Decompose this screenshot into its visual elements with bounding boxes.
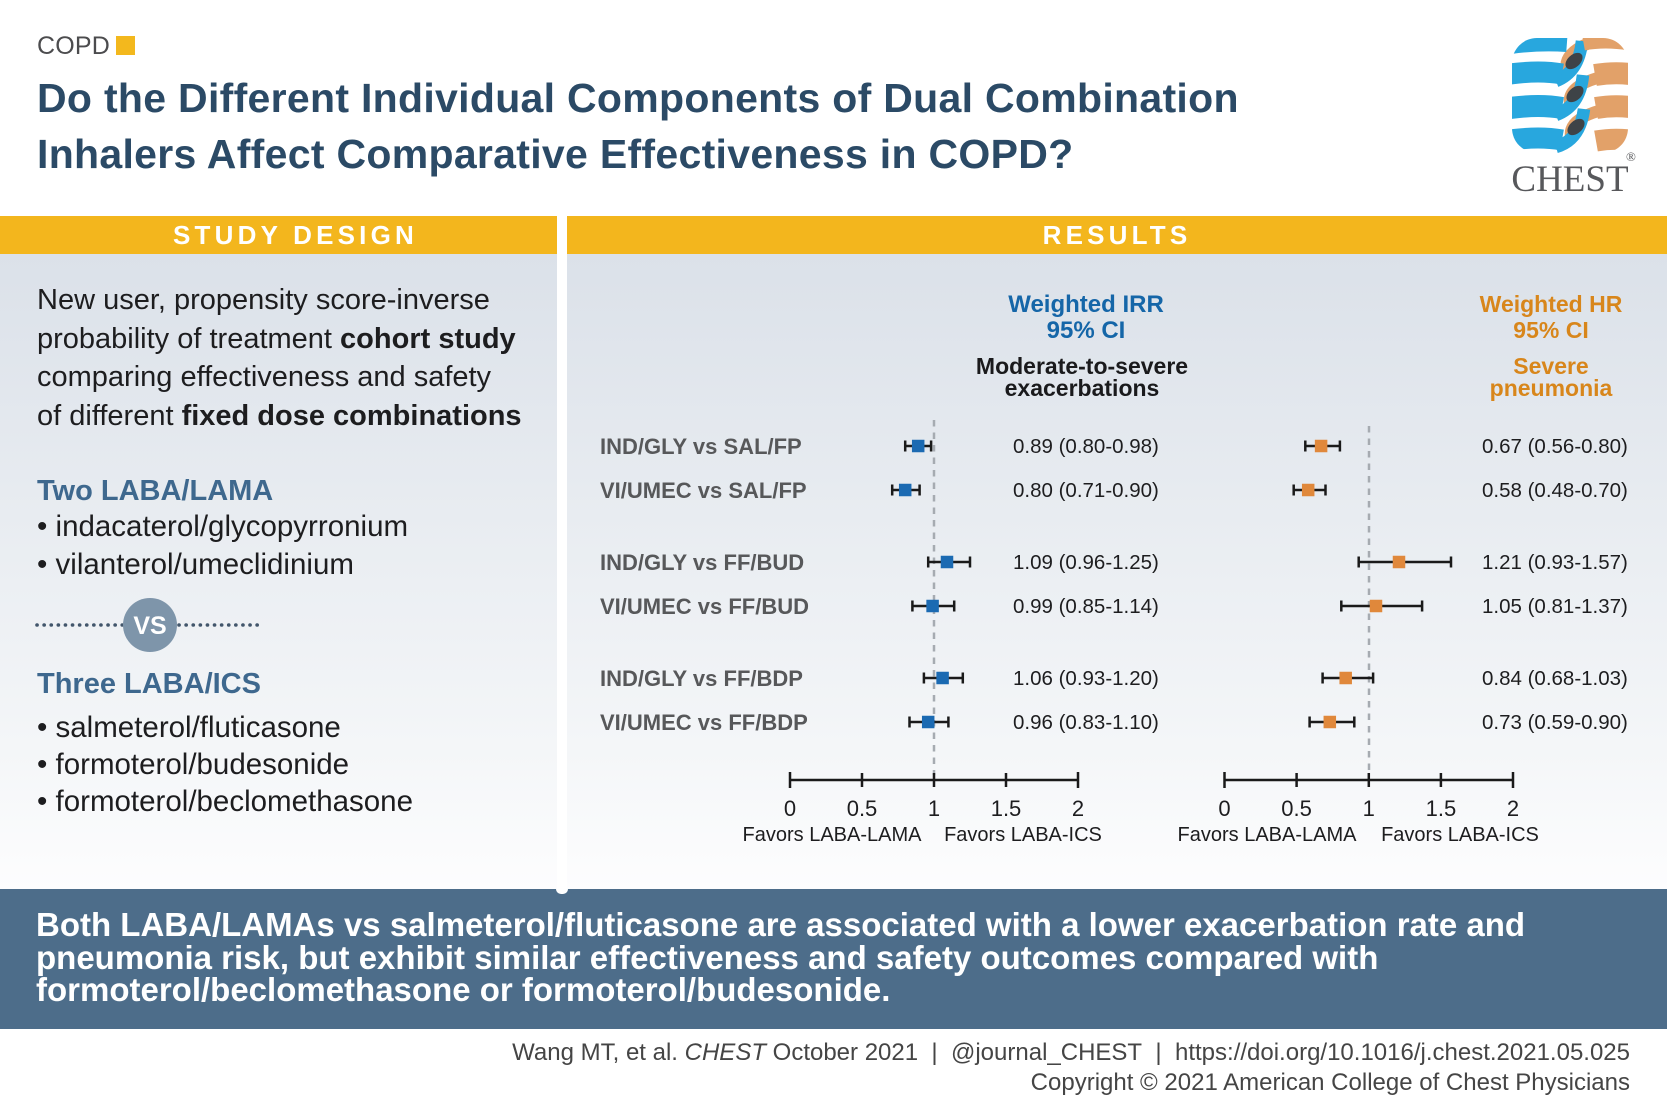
svg-text:®: ® [1626,149,1636,164]
svg-text:1.5: 1.5 [991,796,1022,821]
svg-text:VI/UMEC vs SAL/FP: VI/UMEC vs SAL/FP [600,478,807,503]
svg-text:0.99 (0.85-1.14): 0.99 (0.85-1.14) [1013,595,1159,618]
svg-text:0.67 (0.56-0.80): 0.67 (0.56-0.80) [1482,435,1628,458]
svg-text:CHEST: CHEST [1511,159,1628,200]
svg-text:VI/UMEC vs FF/BDP: VI/UMEC vs FF/BDP [600,710,808,735]
svg-text:Favors LABA-ICS: Favors LABA-ICS [944,824,1102,846]
svg-text:0: 0 [1218,796,1230,821]
svg-text:2: 2 [1507,796,1519,821]
svg-text:0.73 (0.59-0.90): 0.73 (0.59-0.90) [1482,711,1628,734]
svg-text:IND/GLY vs FF/BDP: IND/GLY vs FF/BDP [600,666,803,691]
svg-text:1: 1 [928,796,940,821]
svg-text:95% CI: 95% CI [1513,317,1588,343]
svg-text:Favors LABA-LAMA: Favors LABA-LAMA [1178,824,1358,846]
svg-text:IND/GLY vs SAL/FP: IND/GLY vs SAL/FP [600,434,802,459]
svg-text:Weighted HR: Weighted HR [1480,291,1623,317]
svg-text:0.96 (0.83-1.10): 0.96 (0.83-1.10) [1013,711,1159,734]
svg-text:VI/UMEC vs FF/BUD: VI/UMEC vs FF/BUD [600,594,809,619]
svg-text:1.06 (0.93-1.20): 1.06 (0.93-1.20) [1013,667,1159,690]
svg-text:0.89 (0.80-0.98): 0.89 (0.80-0.98) [1013,435,1159,458]
svg-text:IND/GLY vs FF/BUD: IND/GLY vs FF/BUD [600,550,804,575]
svg-text:Favors LABA-ICS: Favors LABA-ICS [1381,824,1539,846]
svg-text:Moderate-to-severe: Moderate-to-severe [976,353,1188,379]
svg-text:VS: VS [133,612,166,640]
svg-text:0: 0 [784,796,796,821]
svg-text:Favors LABA-LAMA: Favors LABA-LAMA [743,824,923,846]
svg-text:1.09 (0.96-1.25): 1.09 (0.96-1.25) [1013,551,1159,574]
svg-text:0.80 (0.71-0.90): 0.80 (0.71-0.90) [1013,479,1159,502]
svg-text:0.5: 0.5 [847,796,878,821]
svg-text:Weighted IRR: Weighted IRR [1008,291,1164,318]
svg-text:pneumonia: pneumonia [1490,375,1613,401]
svg-text:0.58 (0.48-0.70): 0.58 (0.48-0.70) [1482,479,1628,502]
svg-text:1.21 (0.93-1.57): 1.21 (0.93-1.57) [1482,551,1628,574]
svg-text:2: 2 [1072,796,1084,821]
svg-text:1.5: 1.5 [1426,796,1457,821]
svg-text:95% CI: 95% CI [1047,317,1126,344]
svg-text:1.05 (0.81-1.37): 1.05 (0.81-1.37) [1482,595,1628,618]
svg-text:0.84 (0.68-1.03): 0.84 (0.68-1.03) [1482,667,1628,690]
svg-text:1: 1 [1363,796,1375,821]
svg-text:0.5: 0.5 [1281,796,1312,821]
svg-text:Severe: Severe [1513,353,1588,379]
svg-text:exacerbations: exacerbations [1005,375,1160,401]
